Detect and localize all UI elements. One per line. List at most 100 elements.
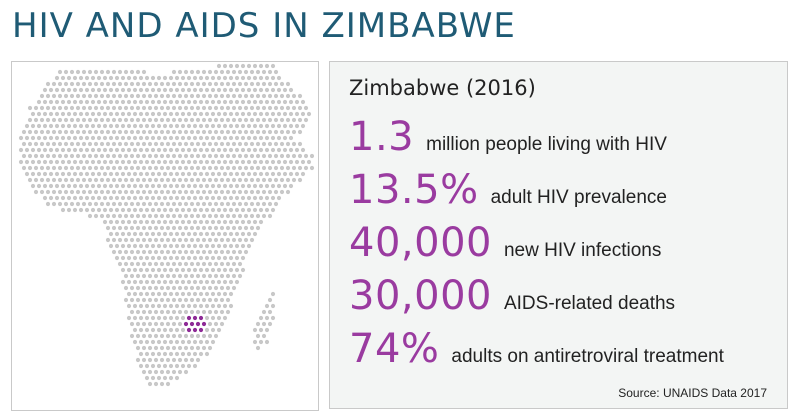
map-dot bbox=[54, 183, 60, 189]
map-dot bbox=[153, 93, 159, 99]
map-dot bbox=[186, 99, 192, 105]
map-dot bbox=[78, 171, 84, 177]
map-dot bbox=[159, 129, 165, 135]
map-dot bbox=[177, 297, 183, 303]
map-dot bbox=[96, 159, 102, 165]
map-dot bbox=[90, 111, 96, 117]
map-dot bbox=[27, 129, 33, 135]
map-dot bbox=[132, 327, 138, 333]
map-dot bbox=[129, 333, 135, 339]
map-dot bbox=[255, 81, 261, 87]
map-dot bbox=[174, 279, 180, 285]
map-dot bbox=[183, 177, 189, 183]
map-dot bbox=[288, 147, 294, 153]
map-dot bbox=[147, 165, 153, 171]
map-dot bbox=[267, 165, 273, 171]
zimbabwe-dot bbox=[192, 327, 198, 333]
map-dot bbox=[159, 165, 165, 171]
map-dot bbox=[252, 159, 258, 165]
map-dot bbox=[225, 309, 231, 315]
map-dot bbox=[171, 309, 177, 315]
map-dot bbox=[210, 135, 216, 141]
map-dot bbox=[165, 129, 171, 135]
map-dot bbox=[144, 147, 150, 153]
map-dot bbox=[135, 213, 141, 219]
map-dot bbox=[147, 225, 153, 231]
map-dot bbox=[294, 159, 300, 165]
map-dot bbox=[282, 183, 288, 189]
map-dot bbox=[186, 363, 192, 369]
map-dot bbox=[39, 93, 45, 99]
map-dot bbox=[201, 201, 207, 207]
map-dot bbox=[183, 369, 189, 375]
map-dot bbox=[117, 129, 123, 135]
map-dot bbox=[132, 183, 138, 189]
map-dot bbox=[195, 177, 201, 183]
map-dot bbox=[156, 207, 162, 213]
map-dot bbox=[249, 237, 255, 243]
map-dot bbox=[273, 69, 279, 75]
map-dot bbox=[66, 123, 72, 129]
map-dot bbox=[93, 177, 99, 183]
map-dot bbox=[159, 285, 165, 291]
map-dot bbox=[84, 111, 90, 117]
map-dot bbox=[51, 189, 57, 195]
map-dot bbox=[243, 81, 249, 87]
map-dot bbox=[180, 255, 186, 261]
map-dot bbox=[261, 165, 267, 171]
map-dot bbox=[138, 207, 144, 213]
map-dot bbox=[210, 315, 216, 321]
map-dot bbox=[93, 129, 99, 135]
map-dot bbox=[165, 249, 171, 255]
map-dot bbox=[123, 237, 129, 243]
map-dot bbox=[138, 363, 144, 369]
map-dot bbox=[270, 87, 276, 93]
map-dot bbox=[135, 285, 141, 291]
map-dot bbox=[210, 99, 216, 105]
map-dot bbox=[18, 147, 24, 153]
map-dot bbox=[57, 69, 63, 75]
map-dot bbox=[21, 129, 27, 135]
map-dot bbox=[177, 81, 183, 87]
map-dot bbox=[225, 285, 231, 291]
map-dot bbox=[45, 81, 51, 87]
map-dot bbox=[180, 303, 186, 309]
map-dot bbox=[84, 195, 90, 201]
map-dot bbox=[276, 123, 282, 129]
map-dot bbox=[45, 153, 51, 159]
map-dot bbox=[234, 63, 240, 69]
map-dot bbox=[186, 279, 192, 285]
map-dot bbox=[162, 255, 168, 261]
map-dot bbox=[144, 99, 150, 105]
map-dot bbox=[123, 177, 129, 183]
map-dot bbox=[207, 213, 213, 219]
map-dot bbox=[240, 255, 246, 261]
map-dot bbox=[258, 315, 264, 321]
map-dot bbox=[276, 183, 282, 189]
map-dot bbox=[177, 237, 183, 243]
map-dot bbox=[228, 87, 234, 93]
map-dot bbox=[183, 249, 189, 255]
map-dot bbox=[252, 339, 258, 345]
map-dot bbox=[102, 159, 108, 165]
map-dot bbox=[195, 105, 201, 111]
map-dot bbox=[261, 129, 267, 135]
map-dot bbox=[180, 231, 186, 237]
map-dot bbox=[186, 267, 192, 273]
map-dot bbox=[105, 165, 111, 171]
map-dot bbox=[219, 249, 225, 255]
map-dot bbox=[144, 327, 150, 333]
map-dot bbox=[168, 75, 174, 81]
map-dot bbox=[171, 129, 177, 135]
map-dot bbox=[195, 309, 201, 315]
map-dot bbox=[96, 183, 102, 189]
map-dot bbox=[24, 171, 30, 177]
map-dot bbox=[126, 111, 132, 117]
map-dot bbox=[168, 231, 174, 237]
map-dot bbox=[210, 207, 216, 213]
map-dot bbox=[171, 321, 177, 327]
map-dot bbox=[33, 165, 39, 171]
map-dot bbox=[168, 135, 174, 141]
map-dot bbox=[87, 93, 93, 99]
map-dot bbox=[279, 105, 285, 111]
